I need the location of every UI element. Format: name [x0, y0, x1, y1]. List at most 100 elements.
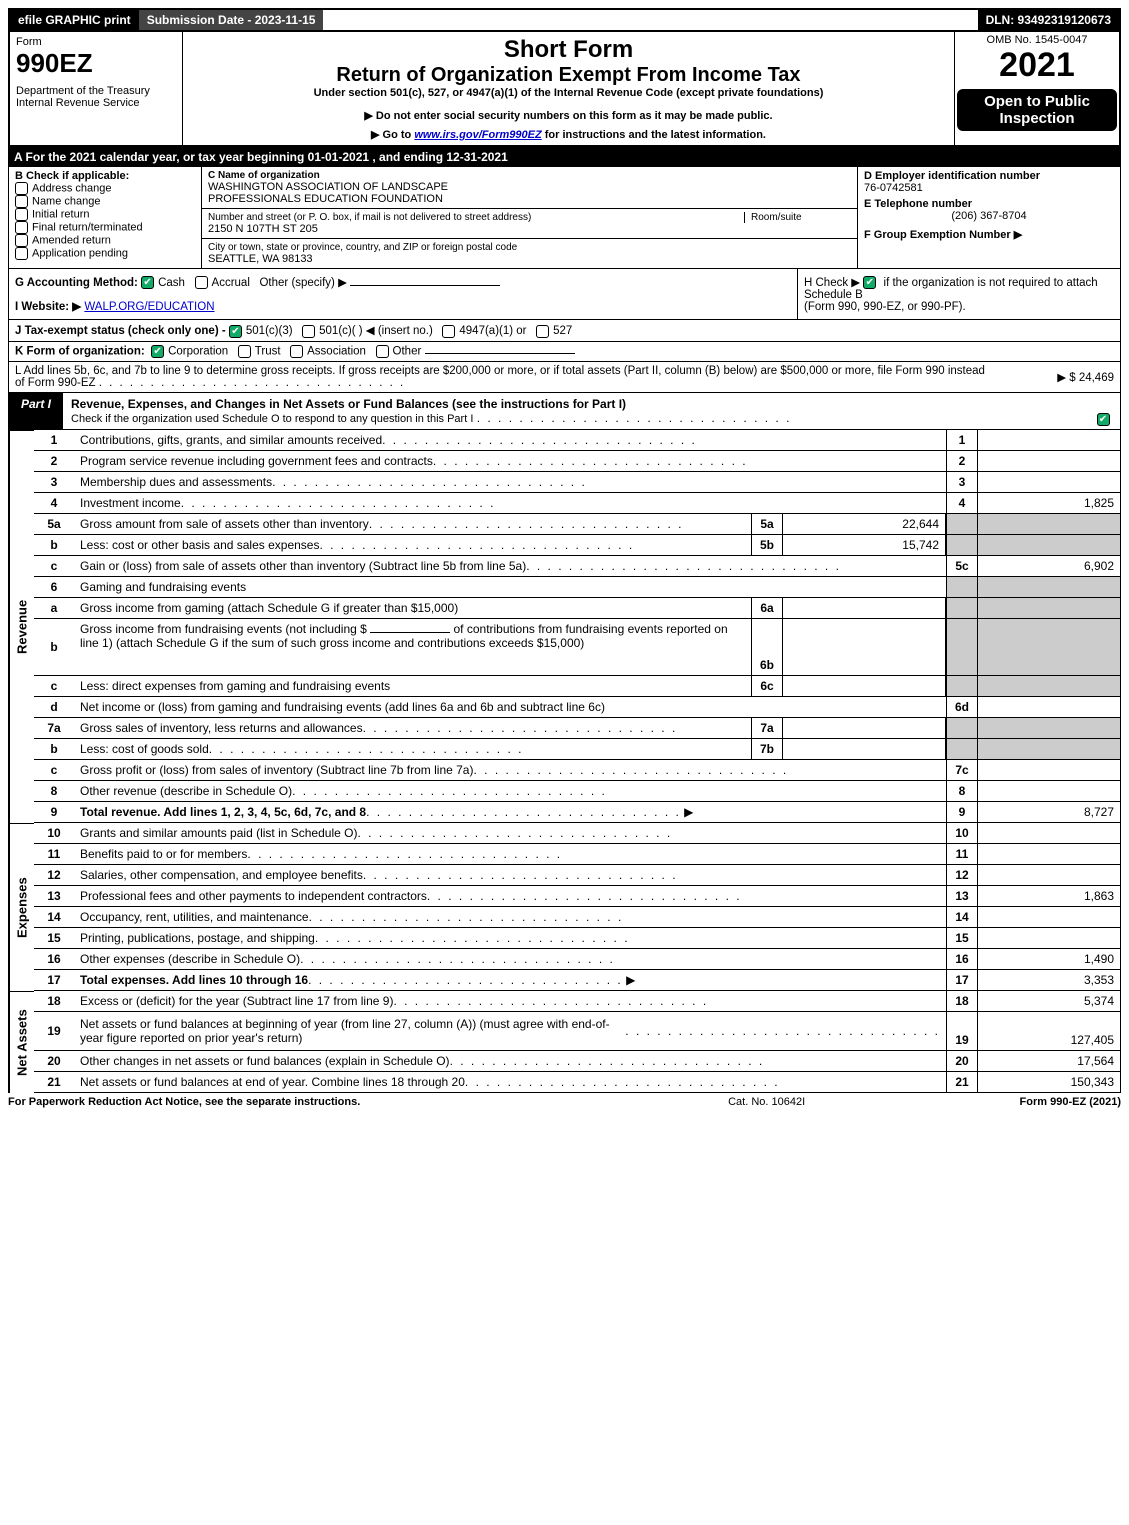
c-city-block: City or town, state or province, country…: [202, 239, 857, 268]
d7a: Gross sales of inventory, less returns a…: [74, 718, 751, 738]
n4: 4: [34, 493, 74, 513]
revenue-rows: 1 Contributions, gifts, grants, and simi…: [34, 430, 1120, 823]
row-21: 21 Net assets or fund balances at end of…: [34, 1072, 1120, 1093]
chk-amended-return[interactable]: [15, 234, 28, 247]
b7b: [946, 739, 978, 759]
row-6c: c Less: direct expenses from gaming and …: [34, 676, 1120, 697]
part-i-bar: Part I Revenue, Expenses, and Changes in…: [8, 393, 1121, 430]
v21: 150,343: [978, 1072, 1120, 1092]
chk-initial-return[interactable]: [15, 208, 28, 221]
d6b-blank: [370, 632, 450, 633]
phone: (206) 367-8704: [864, 210, 1114, 222]
d18: Excess or (deficit) for the year (Subtra…: [74, 991, 946, 1011]
chk-527[interactable]: [536, 325, 549, 338]
l-text: L Add lines 5b, 6c, and 7b to line 9 to …: [15, 365, 994, 389]
v13: 1,863: [978, 886, 1120, 906]
row-2: 2 Program service revenue including gove…: [34, 451, 1120, 472]
l-dots: [99, 377, 406, 389]
d17t: Total expenses. Add lines 10 through 16: [80, 973, 308, 987]
dots: [625, 1024, 940, 1038]
expenses-group: Expenses 10 Grants and similar amounts p…: [9, 823, 1120, 991]
sv6b: [783, 619, 946, 675]
d1: Contributions, gifts, grants, and simila…: [74, 430, 946, 450]
n5c: c: [34, 556, 74, 576]
chk-assoc[interactable]: [290, 345, 303, 358]
k-corp: Corporation: [168, 345, 228, 357]
b18: 18: [946, 991, 978, 1011]
chk-h[interactable]: ✔: [863, 276, 876, 289]
website-link[interactable]: WALP.ORG/EDUCATION: [84, 301, 214, 313]
chk-application-pending[interactable]: [15, 247, 28, 260]
chk-cash[interactable]: ✔: [141, 276, 154, 289]
gh-row: G Accounting Method: ✔Cash Accrual Other…: [8, 269, 1121, 320]
v7b: [978, 739, 1120, 759]
row-10: 10 Grants and similar amounts paid (list…: [34, 823, 1120, 844]
chk-501c3[interactable]: ✔: [229, 325, 242, 338]
chk-schedule-o[interactable]: ✔: [1097, 413, 1110, 426]
goto-pre: ▶ Go to: [371, 129, 414, 141]
sb6c: 6c: [751, 676, 783, 696]
b5c: 5c: [946, 556, 978, 576]
org-name-1: WASHINGTON ASSOCIATION OF LANDSCAPE: [208, 181, 851, 193]
spacer: [323, 10, 977, 30]
d12: Salaries, other compensation, and employ…: [74, 865, 946, 885]
row-6b: b Gross income from fundraising events (…: [34, 619, 1120, 676]
dots: [357, 826, 672, 840]
dln: DLN: 93492319120673: [978, 10, 1119, 30]
b-label-5: Application pending: [32, 247, 128, 259]
chk-final-return[interactable]: [15, 221, 28, 234]
submission-date: Submission Date - 2023-11-15: [139, 10, 324, 30]
d20t: Other changes in net assets or fund bala…: [80, 1054, 450, 1068]
k-other-line: [425, 353, 575, 354]
d12t: Salaries, other compensation, and employ…: [80, 868, 363, 882]
b-label-0: Address change: [32, 182, 112, 194]
chk-accrual[interactable]: [195, 276, 208, 289]
open-public-badge: Open to Public Inspection: [957, 89, 1117, 131]
chk-name-change[interactable]: [15, 195, 28, 208]
b-title: B Check if applicable:: [15, 170, 195, 182]
v11: [978, 844, 1120, 864]
d4: Investment income: [74, 493, 946, 513]
chk-501c[interactable]: [302, 325, 315, 338]
d21: Net assets or fund balances at end of ye…: [74, 1072, 946, 1092]
v8: [978, 781, 1120, 801]
k-row: K Form of organization: ✔Corporation Tru…: [8, 342, 1121, 362]
chk-address-change[interactable]: [15, 182, 28, 195]
n6a: a: [34, 598, 74, 618]
b9: 9: [946, 802, 978, 822]
b-label-4: Amended return: [32, 234, 111, 246]
n21: 21: [34, 1072, 74, 1092]
chk-trust[interactable]: [238, 345, 251, 358]
dots: [450, 1054, 765, 1068]
b13: 13: [946, 886, 978, 906]
form-right-col: OMB No. 1545-0047 2021 Open to Public In…: [954, 32, 1119, 145]
street-label: Number and street (or P. O. box, if mail…: [208, 212, 744, 223]
d14t: Occupancy, rent, utilities, and maintena…: [80, 910, 309, 924]
b6b: [946, 619, 978, 675]
d6ct: Less: direct expenses from gaming and fu…: [80, 679, 390, 693]
chk-other[interactable]: [376, 345, 389, 358]
v5c: 6,902: [978, 556, 1120, 576]
grid: Revenue 1 Contributions, gifts, grants, …: [8, 430, 1121, 1093]
row-15: 15 Printing, publications, postage, and …: [34, 928, 1120, 949]
row-3: 3 Membership dues and assessments 3: [34, 472, 1120, 493]
n11: 11: [34, 844, 74, 864]
goto-link[interactable]: www.irs.gov/Form990EZ: [414, 129, 541, 141]
row-6a: a Gross income from gaming (attach Sched…: [34, 598, 1120, 619]
j-c3: 501(c)(3): [246, 325, 293, 337]
chk-corp[interactable]: ✔: [151, 345, 164, 358]
dots: [308, 973, 623, 987]
d5ct: Gain or (loss) from sale of assets other…: [80, 559, 526, 573]
sb7b: 7b: [751, 739, 783, 759]
d2: Program service revenue including govern…: [74, 451, 946, 471]
b21: 21: [946, 1072, 978, 1092]
d14: Occupancy, rent, utilities, and maintena…: [74, 907, 946, 927]
form-word: Form: [16, 36, 176, 48]
efile-badge: efile GRAPHIC print: [10, 10, 139, 30]
v17: 3,353: [978, 970, 1120, 990]
form-center-col: Short Form Return of Organization Exempt…: [183, 32, 954, 145]
chk-4947[interactable]: [442, 325, 455, 338]
dots: [366, 805, 681, 819]
b-label-1: Name change: [32, 195, 101, 207]
n17: 17: [34, 970, 74, 990]
